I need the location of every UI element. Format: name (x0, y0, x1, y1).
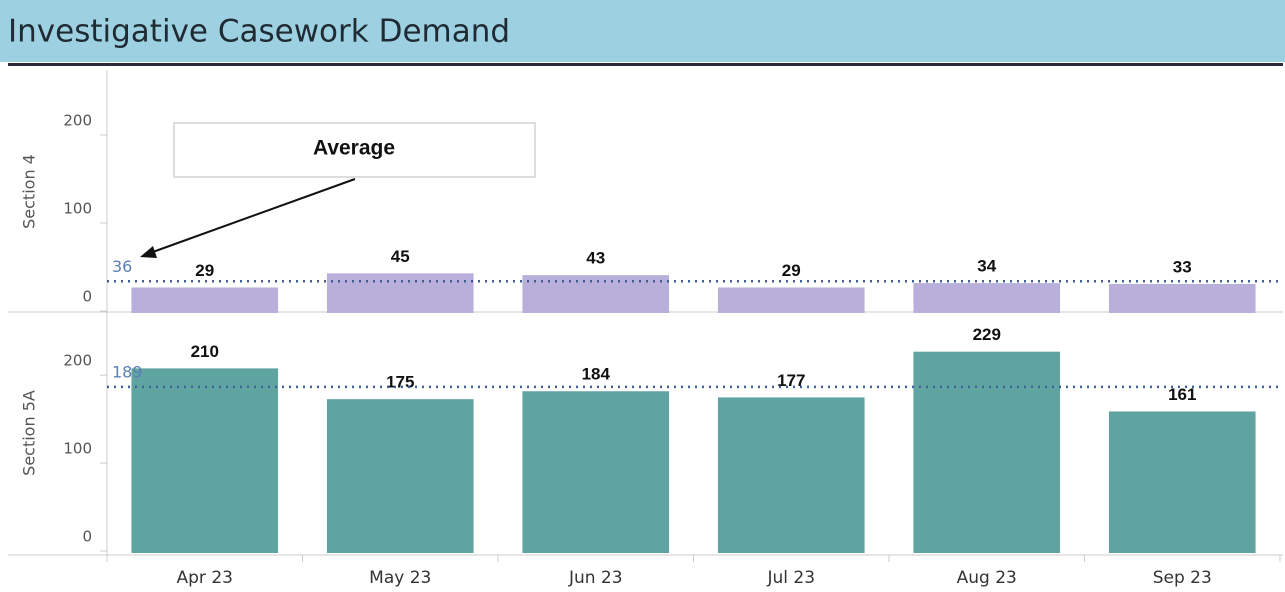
x-tick-label: Sep 23 (1153, 568, 1212, 588)
y-tick-label: 0 (82, 288, 92, 306)
arrow-head (140, 246, 157, 258)
y-axis-label: Section 4 (20, 154, 39, 229)
y-tick-label: 200 (63, 111, 92, 129)
bar (522, 275, 670, 313)
y-axis-label: Section 5A (20, 390, 39, 476)
value-label: 177 (777, 371, 805, 390)
bar (717, 287, 865, 313)
title-bar (0, 0, 1285, 62)
value-label: 175 (386, 373, 414, 392)
annotation-box (173, 122, 536, 178)
title-rule (8, 63, 1283, 66)
value-label: 45 (391, 247, 410, 266)
x-tick-label: Jun 23 (568, 568, 623, 588)
bar (1108, 283, 1256, 313)
value-label: 210 (191, 342, 219, 361)
y-tick-label: 0 (82, 528, 92, 546)
value-label: 43 (586, 249, 605, 268)
bar (717, 397, 865, 553)
bar (131, 287, 279, 313)
x-tick-label: Jul 23 (766, 568, 815, 588)
bar (131, 368, 279, 553)
y-tick-label: 100 (63, 199, 92, 217)
y-tick-label: 200 (63, 352, 92, 370)
bar (326, 273, 474, 313)
bar (326, 399, 474, 553)
bar (522, 391, 670, 553)
value-label: 229 (973, 325, 1001, 344)
average-label: 189 (112, 362, 143, 381)
value-label: 184 (582, 365, 611, 384)
value-label: 33 (1173, 257, 1192, 276)
x-tick-label: Aug 23 (957, 568, 1017, 588)
bar (1108, 411, 1256, 553)
annotation: Average (313, 137, 395, 160)
annotation-arrow (149, 178, 356, 254)
average-label: 36 (112, 257, 132, 276)
value-label: 161 (1168, 385, 1196, 404)
bar (913, 283, 1061, 313)
y-tick-label: 100 (63, 440, 92, 458)
value-label: 34 (977, 257, 996, 276)
bar (913, 351, 1061, 553)
x-tick-label: May 23 (369, 568, 431, 588)
x-tick-label: Apr 23 (177, 568, 233, 588)
title: Investigative Casework Demand (8, 14, 510, 50)
value-label: 29 (782, 261, 801, 280)
value-label: 29 (195, 261, 214, 280)
